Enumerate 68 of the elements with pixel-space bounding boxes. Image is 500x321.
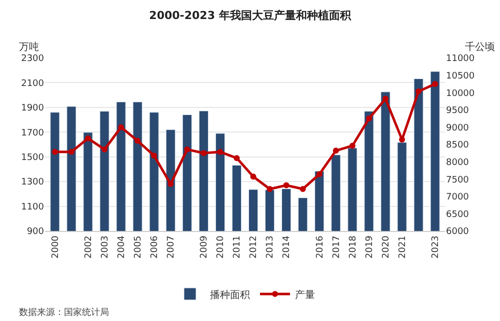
point [300, 186, 306, 192]
point [250, 174, 256, 180]
point [217, 148, 224, 155]
point [332, 148, 339, 154]
x-tick-label: 2021 [398, 236, 408, 259]
point [432, 80, 438, 87]
point [118, 124, 124, 130]
point [68, 148, 74, 155]
x-tick-label: 2009 [200, 235, 210, 259]
y-tick-label: 2100 [21, 78, 44, 89]
x-tick-label: 2014 [282, 235, 292, 259]
y-tick-label: 1900 [21, 104, 44, 114]
x-tick-label: 2023 [431, 236, 442, 259]
x-tick-label: 2013 [266, 236, 276, 259]
y2-tick-label: 10500 [446, 71, 475, 82]
x-tick-label: 2018 [348, 235, 358, 259]
point [134, 138, 141, 144]
y2-tick-label: 10000 [446, 88, 475, 99]
x-tick-label: 2007 [166, 236, 177, 259]
x-tick-label: 2005 [133, 236, 144, 259]
y-axis-title: 万吨 [19, 41, 39, 53]
y2-tick-label: 9000 [446, 123, 470, 134]
legend-label: 产量 [295, 288, 315, 301]
legend-label: 播种面积 [210, 288, 250, 301]
chart-title: 2000-2023 年我国大豆产量和种植面积 [149, 8, 352, 22]
y2-tick-label: 7000 [446, 192, 470, 203]
point [102, 146, 108, 152]
point [234, 155, 240, 162]
y-tick-label: 1500 [21, 153, 44, 164]
point [168, 181, 174, 188]
y2-tick-label: 11000 [446, 54, 475, 64]
x-tick-label: 2016 [315, 235, 326, 259]
point [349, 142, 356, 149]
x-tick-label: 2010 [216, 235, 226, 259]
point [84, 135, 91, 142]
y-tick-label: 1100 [21, 202, 44, 212]
y2-tick-label: 6500 [446, 210, 470, 220]
point [283, 182, 290, 188]
y-tick-label: 2300 [21, 54, 44, 64]
y-tick-label: 900 [26, 227, 44, 238]
y2-tick-label: 6000 [446, 227, 470, 238]
point [316, 171, 322, 178]
point [184, 146, 190, 152]
point [151, 152, 158, 159]
x-tick-label: 2020 [381, 235, 392, 259]
x-tick-label: 2006 [150, 235, 160, 259]
y-tick-label: 1700 [21, 128, 44, 138]
x-tick-label: 2004 [116, 235, 127, 259]
x-tick-label: 2019 [364, 235, 375, 259]
y2-tick-label: 7500 [446, 175, 470, 186]
point [416, 88, 422, 94]
y2-tick-label: 8000 [446, 158, 470, 168]
y2-tick-label: 8500 [446, 140, 470, 151]
point [52, 148, 58, 155]
x-tick-label: 2000 [50, 235, 61, 259]
point [200, 150, 207, 156]
x-tick-label: 2002 [84, 236, 94, 259]
y2-tick-label: 9500 [446, 106, 470, 116]
point [382, 96, 388, 102]
point [366, 116, 372, 122]
y2-axis-title: 千公顷 [465, 41, 495, 53]
x-tick-label: 2012 [249, 236, 260, 259]
x-tick-label: 2011 [232, 236, 243, 259]
x-tick-label: 2017 [332, 236, 342, 259]
source-note: 数据来源：国家统计局 [19, 307, 109, 318]
x-tick-label: 2003 [100, 236, 110, 259]
y-tick-label: 1300 [21, 178, 44, 188]
point [266, 186, 273, 192]
